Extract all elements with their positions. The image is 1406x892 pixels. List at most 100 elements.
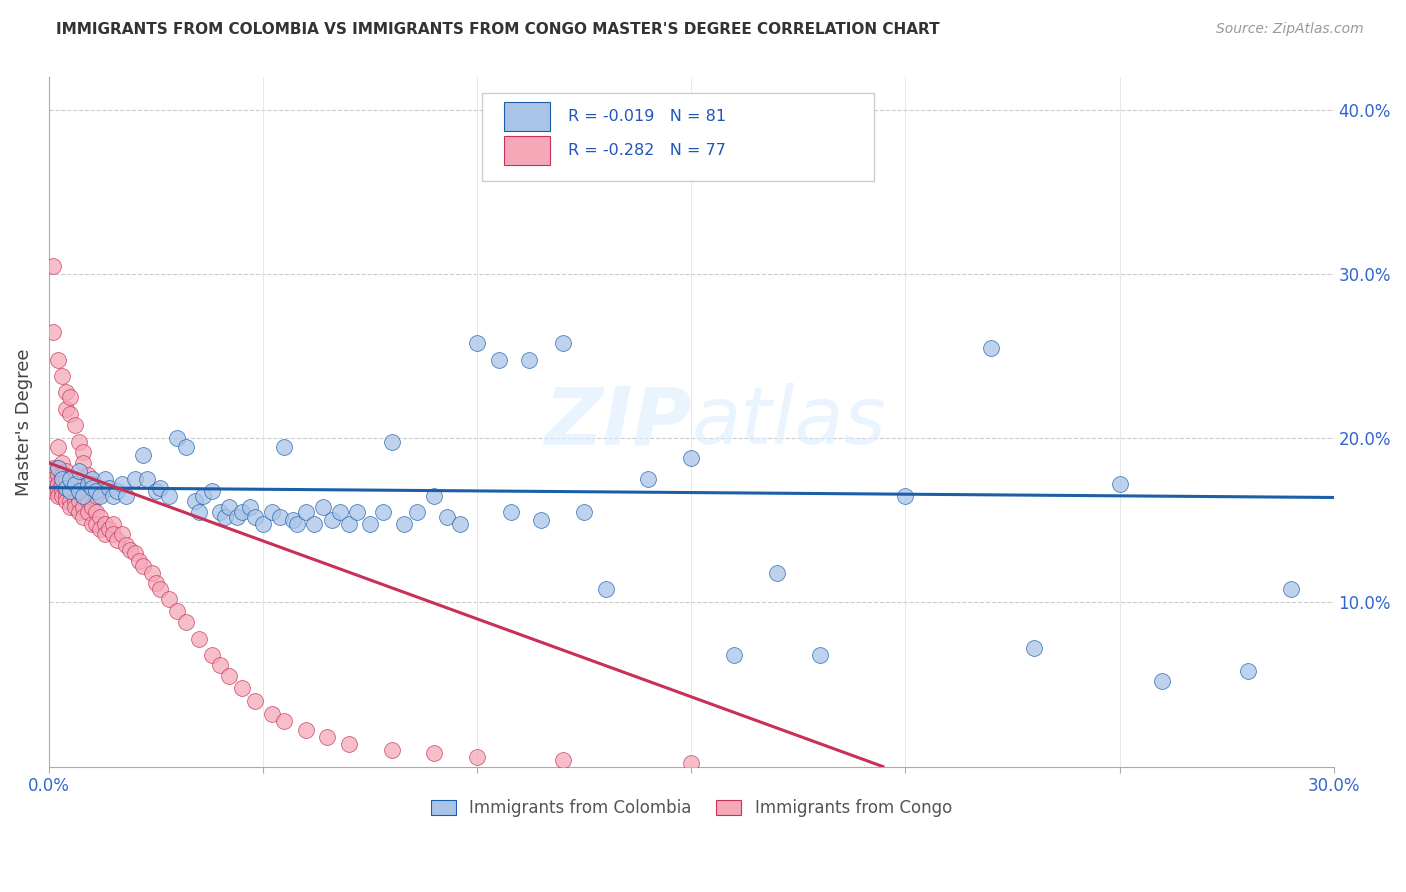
Point <box>55 483 77 498</box>
Point <box>681 451 703 466</box>
Point <box>63 483 86 498</box>
Point <box>1279 582 1302 597</box>
Point <box>174 440 197 454</box>
Point <box>191 489 214 503</box>
Point <box>132 559 155 574</box>
Point <box>51 467 73 482</box>
Point <box>260 707 283 722</box>
Point <box>46 352 69 367</box>
Text: Source: ZipAtlas.com: Source: ZipAtlas.com <box>1216 22 1364 37</box>
FancyBboxPatch shape <box>503 102 550 130</box>
Point <box>574 505 596 519</box>
Point <box>187 505 209 519</box>
Point <box>115 538 138 552</box>
Point <box>84 505 107 519</box>
Point <box>239 500 262 515</box>
Point <box>681 756 703 771</box>
Point <box>42 259 65 273</box>
Point <box>51 483 73 498</box>
Text: R = -0.019   N = 81: R = -0.019 N = 81 <box>568 109 725 123</box>
Point <box>359 516 381 531</box>
Point <box>551 753 574 767</box>
Point <box>1237 665 1260 679</box>
Point <box>59 472 82 486</box>
Point <box>980 341 1002 355</box>
Point <box>63 472 86 486</box>
Point <box>84 516 107 531</box>
Point <box>231 505 253 519</box>
Point <box>46 477 69 491</box>
Point <box>465 336 488 351</box>
Point <box>59 483 82 498</box>
Point <box>120 543 142 558</box>
Point <box>46 440 69 454</box>
Point <box>111 526 134 541</box>
Point <box>76 505 98 519</box>
Point <box>637 472 659 486</box>
Point <box>337 737 360 751</box>
Point <box>595 582 617 597</box>
Point <box>157 489 180 503</box>
Point <box>59 391 82 405</box>
Point <box>46 461 69 475</box>
Point <box>59 407 82 421</box>
Point <box>55 481 77 495</box>
Point <box>285 516 308 531</box>
Point <box>80 477 103 491</box>
Point <box>72 489 94 503</box>
Point <box>226 510 249 524</box>
Point <box>103 516 125 531</box>
Point <box>89 489 111 503</box>
Point <box>103 526 125 541</box>
Point <box>145 483 167 498</box>
Point <box>46 467 69 482</box>
Point <box>80 472 103 486</box>
Point <box>166 604 188 618</box>
Point <box>141 566 163 580</box>
Point <box>51 477 73 491</box>
Point <box>406 505 429 519</box>
Point <box>209 657 232 672</box>
Point <box>55 385 77 400</box>
Point <box>124 472 146 486</box>
Point <box>145 575 167 590</box>
Point <box>46 483 69 498</box>
Point <box>46 461 69 475</box>
Point <box>187 632 209 646</box>
Point <box>501 505 523 519</box>
Point <box>214 510 236 524</box>
Point <box>59 500 82 515</box>
Point <box>218 669 240 683</box>
Point <box>59 493 82 508</box>
Point <box>517 352 540 367</box>
Point <box>321 513 343 527</box>
Point <box>201 483 224 498</box>
FancyBboxPatch shape <box>482 93 873 181</box>
Point <box>269 510 291 524</box>
Point <box>436 510 458 524</box>
Point <box>42 461 65 475</box>
Point <box>346 505 368 519</box>
Point <box>488 352 510 367</box>
Point <box>423 747 446 761</box>
Point <box>46 489 69 503</box>
Point <box>97 481 120 495</box>
Point <box>231 681 253 695</box>
Point <box>93 526 115 541</box>
Point <box>530 513 553 527</box>
Point <box>380 434 402 449</box>
Point <box>243 694 266 708</box>
Point <box>380 743 402 757</box>
Point <box>55 401 77 416</box>
Point <box>42 477 65 491</box>
Point <box>42 481 65 495</box>
Point <box>316 730 339 744</box>
Point <box>72 444 94 458</box>
Text: atlas: atlas <box>692 383 886 461</box>
Legend: Immigrants from Colombia, Immigrants from Congo: Immigrants from Colombia, Immigrants fro… <box>425 792 959 823</box>
Point <box>894 489 917 503</box>
Point <box>115 489 138 503</box>
Text: ZIP: ZIP <box>544 383 692 461</box>
Point <box>72 489 94 503</box>
Point <box>63 477 86 491</box>
